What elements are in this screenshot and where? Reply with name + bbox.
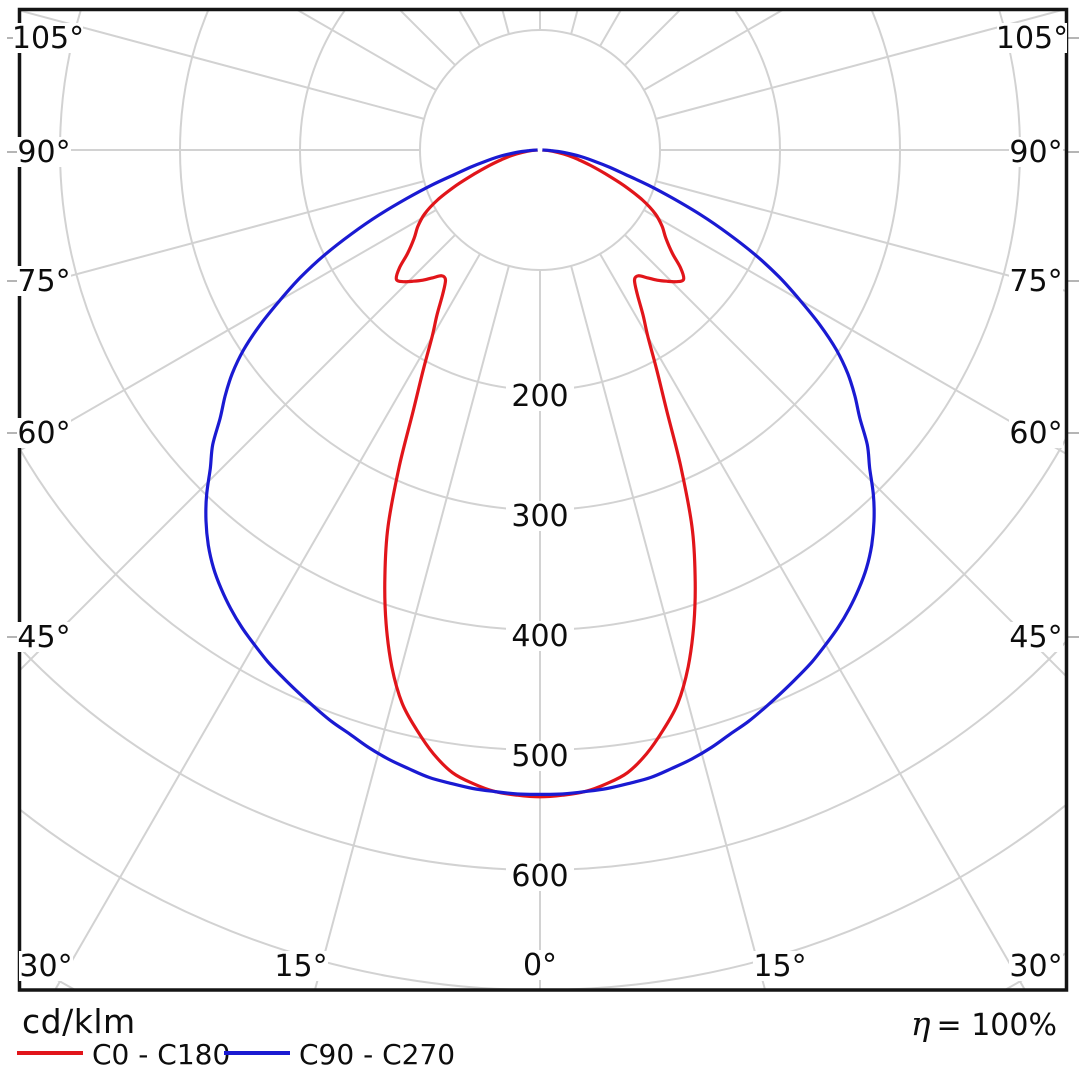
radial-label-mask (506, 861, 574, 891)
angle-label-mask (1009, 622, 1063, 652)
angle-tick-label: 0° (523, 948, 557, 983)
angle-label-mask (521, 950, 559, 980)
angle-gridline (570, 265, 767, 990)
angle-gridline (643, 9, 786, 91)
angle-label-mask (17, 137, 71, 167)
angle-tick-label: 45° (17, 620, 70, 655)
radial-label-mask (506, 741, 574, 771)
angle-tick-label: 15° (274, 949, 327, 984)
angle-gridline (19, 234, 456, 672)
angle-tick-label: 75° (17, 264, 70, 299)
efficiency-value: = 100% (936, 1008, 1057, 1043)
angle-gridline (624, 234, 1067, 678)
angle-tick-label: 15° (753, 949, 806, 984)
angle-label-mask (19, 951, 73, 981)
angle-label-mask (1009, 266, 1063, 296)
angle-gridline (19, 180, 425, 291)
angle-gridline (294, 9, 437, 91)
legend-label-c90: C90 - C270 (299, 1038, 456, 1071)
angle-label-mask (17, 622, 71, 652)
angle-label-mask (1009, 418, 1063, 448)
units-label: cd/klm (22, 1002, 136, 1041)
angle-tick-label: 60° (1009, 416, 1062, 451)
angle-tick-label: 30° (1009, 949, 1062, 984)
radial-tick-label: 500 (511, 739, 568, 774)
eta-symbol: η (910, 1004, 931, 1043)
angle-label-mask (753, 951, 807, 981)
angle-tick-label: 105° (996, 21, 1068, 56)
angle-gridline (655, 180, 1067, 293)
radial-label-mask (506, 501, 574, 531)
angle-tick-label: 90° (17, 135, 70, 170)
angle-label-mask (17, 266, 71, 296)
radial-tick-label: 300 (511, 499, 568, 534)
angle-label-mask (274, 951, 328, 981)
angle-gridline (19, 9, 425, 120)
legend-line-sample-c90 (224, 1051, 290, 1055)
radial-tick-label: 200 (511, 379, 568, 414)
angle-label-mask (997, 23, 1067, 53)
plot-frame (17, 7, 1069, 992)
radial-tick-label: 400 (511, 619, 568, 654)
curve-c90-c270 (204, 148, 876, 797)
legend-label-c0: C0 - C180 (92, 1038, 231, 1071)
angle-tick-label: 60° (17, 416, 70, 451)
angle-label-mask (17, 418, 71, 448)
angle-tick-label: 75° (1009, 264, 1062, 299)
radial-label-mask (506, 381, 574, 411)
angle-tick-label: 45° (1009, 620, 1062, 655)
legend-line-sample-c0 (17, 1051, 83, 1055)
radial-tick-label: 600 (511, 859, 568, 894)
angle-label-mask (1009, 951, 1063, 981)
radial-label-mask (506, 621, 574, 651)
angle-tick-label: 30° (19, 949, 72, 984)
efficiency-label: η = 100% (911, 1004, 1057, 1043)
angle-gridline (313, 265, 510, 990)
curve-c0-c180 (383, 148, 697, 799)
angle-gridline (53, 253, 481, 990)
angle-label-mask (13, 23, 83, 53)
angle-tick-label: 105° (12, 21, 84, 56)
angle-tick-label: 90° (1009, 135, 1062, 170)
angle-gridline (655, 9, 1067, 120)
angle-gridline (599, 253, 1027, 990)
angle-label-mask (1009, 137, 1063, 167)
